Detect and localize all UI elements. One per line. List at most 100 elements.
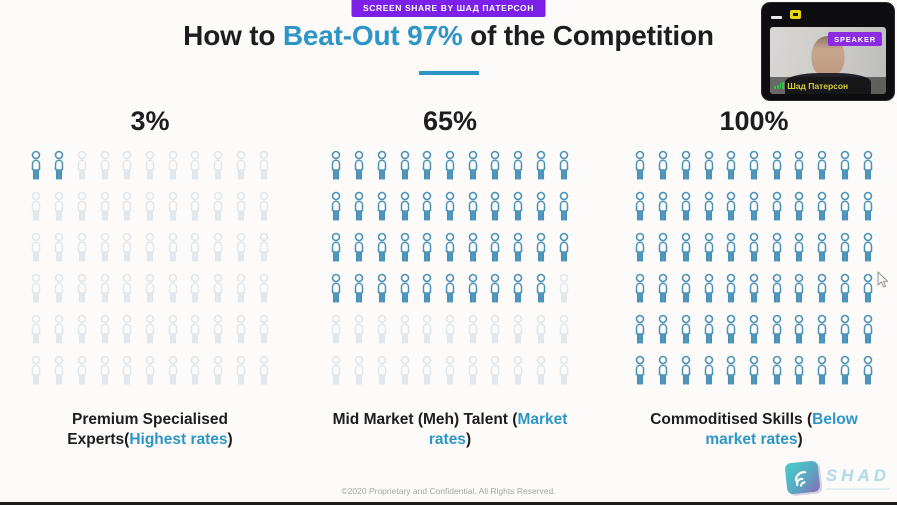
person-icon — [465, 314, 481, 344]
person-icon — [510, 273, 526, 303]
label-highlight: Market rates — [428, 411, 568, 448]
person-icon — [860, 232, 876, 262]
person-icon — [814, 314, 830, 344]
person-icon — [256, 232, 272, 262]
person-icon — [769, 191, 785, 221]
person-icon — [142, 191, 158, 221]
participant-name-bar: Шад Патерсон — [770, 77, 886, 94]
pictogram-grid — [25, 150, 275, 385]
person-icon — [97, 273, 113, 303]
person-icon — [74, 355, 90, 385]
shad-logo-icon — [784, 460, 821, 495]
person-icon — [442, 191, 458, 221]
person-icon — [632, 314, 648, 344]
person-icon — [487, 273, 503, 303]
person-icon — [533, 314, 549, 344]
person-icon — [233, 314, 249, 344]
person-icon — [465, 355, 481, 385]
person-icon — [533, 191, 549, 221]
person-icon — [769, 273, 785, 303]
percent-value: 65% — [422, 106, 478, 136]
pictogram-grid — [325, 150, 575, 385]
person-icon — [791, 273, 807, 303]
person-icon — [233, 232, 249, 262]
column-commoditised-skills: 100% Commoditised Skills (Below market r… — [629, 103, 879, 449]
person-icon — [119, 232, 135, 262]
title-underline — [418, 71, 479, 75]
person-icon — [74, 273, 90, 303]
footer-copyright: ©2020 Proprietary and Confidential. All … — [341, 486, 556, 496]
column-label: Mid Market (Meh) Talent (Market rates) — [331, 410, 569, 449]
wave-glyph-icon — [794, 470, 806, 487]
column-label: Commoditised Skills (Below market rates) — [635, 410, 873, 449]
person-icon — [51, 273, 67, 303]
person-icon — [51, 232, 67, 262]
window-control-icon[interactable] — [790, 10, 801, 19]
person-icon — [723, 232, 739, 262]
speaker-video: SPEAKER Шад Патерсон — [770, 27, 886, 94]
person-icon — [351, 191, 367, 221]
speaker-video-panel[interactable]: SPEAKER Шад Патерсон — [761, 2, 895, 101]
mouse-cursor-icon — [877, 271, 889, 288]
screen-share-banner-text: SCREEN SHARE BY ШАД ПАТЕРСОН — [363, 3, 534, 13]
person-icon — [419, 232, 435, 262]
person-icon — [28, 355, 44, 385]
person-icon — [210, 191, 226, 221]
person-icon — [465, 150, 481, 180]
person-icon — [233, 273, 249, 303]
person-icon — [837, 191, 853, 221]
person-icon — [510, 232, 526, 262]
person-icon — [351, 355, 367, 385]
person-icon — [165, 191, 181, 221]
minimize-icon[interactable] — [771, 16, 782, 19]
person-icon — [510, 314, 526, 344]
column-label: Premium Specialised Experts(Highest rate… — [31, 410, 269, 449]
shad-logo: SHAD — [784, 460, 890, 495]
person-icon — [233, 191, 249, 221]
person-icon — [187, 232, 203, 262]
person-icon — [165, 232, 181, 262]
person-icon — [374, 314, 390, 344]
person-icon — [791, 232, 807, 262]
person-icon — [187, 355, 203, 385]
person-icon — [837, 232, 853, 262]
person-icon — [442, 314, 458, 344]
person-icon — [814, 273, 830, 303]
person-icon — [655, 355, 671, 385]
participant-name: Шад Патерсон — [787, 80, 849, 91]
person-icon — [397, 273, 413, 303]
person-icon — [860, 314, 876, 344]
person-icon — [510, 191, 526, 221]
person-icon — [142, 273, 158, 303]
person-icon — [860, 273, 876, 303]
label-suffix: ) — [797, 430, 803, 448]
person-icon — [187, 191, 203, 221]
person-icon — [837, 150, 853, 180]
person-icon — [74, 232, 90, 262]
person-icon — [442, 150, 458, 180]
person-icon — [723, 150, 739, 180]
person-icon — [328, 232, 344, 262]
person-icon — [256, 314, 272, 344]
person-icon — [746, 191, 762, 221]
person-icon — [487, 232, 503, 262]
speaker-badge: SPEAKER — [828, 32, 882, 46]
label-suffix: ) — [227, 430, 233, 448]
person-icon — [165, 150, 181, 180]
person-icon — [678, 314, 694, 344]
person-icon — [746, 150, 762, 180]
person-icon — [860, 191, 876, 221]
person-icon — [556, 150, 572, 180]
person-icon — [142, 232, 158, 262]
person-icon — [419, 314, 435, 344]
person-icon — [701, 150, 717, 180]
person-icon — [632, 150, 648, 180]
person-icon — [465, 273, 481, 303]
person-icon — [678, 273, 694, 303]
person-icon — [487, 355, 503, 385]
person-icon — [655, 191, 671, 221]
person-icon — [187, 273, 203, 303]
person-icon — [351, 150, 367, 180]
person-icon — [210, 232, 226, 262]
